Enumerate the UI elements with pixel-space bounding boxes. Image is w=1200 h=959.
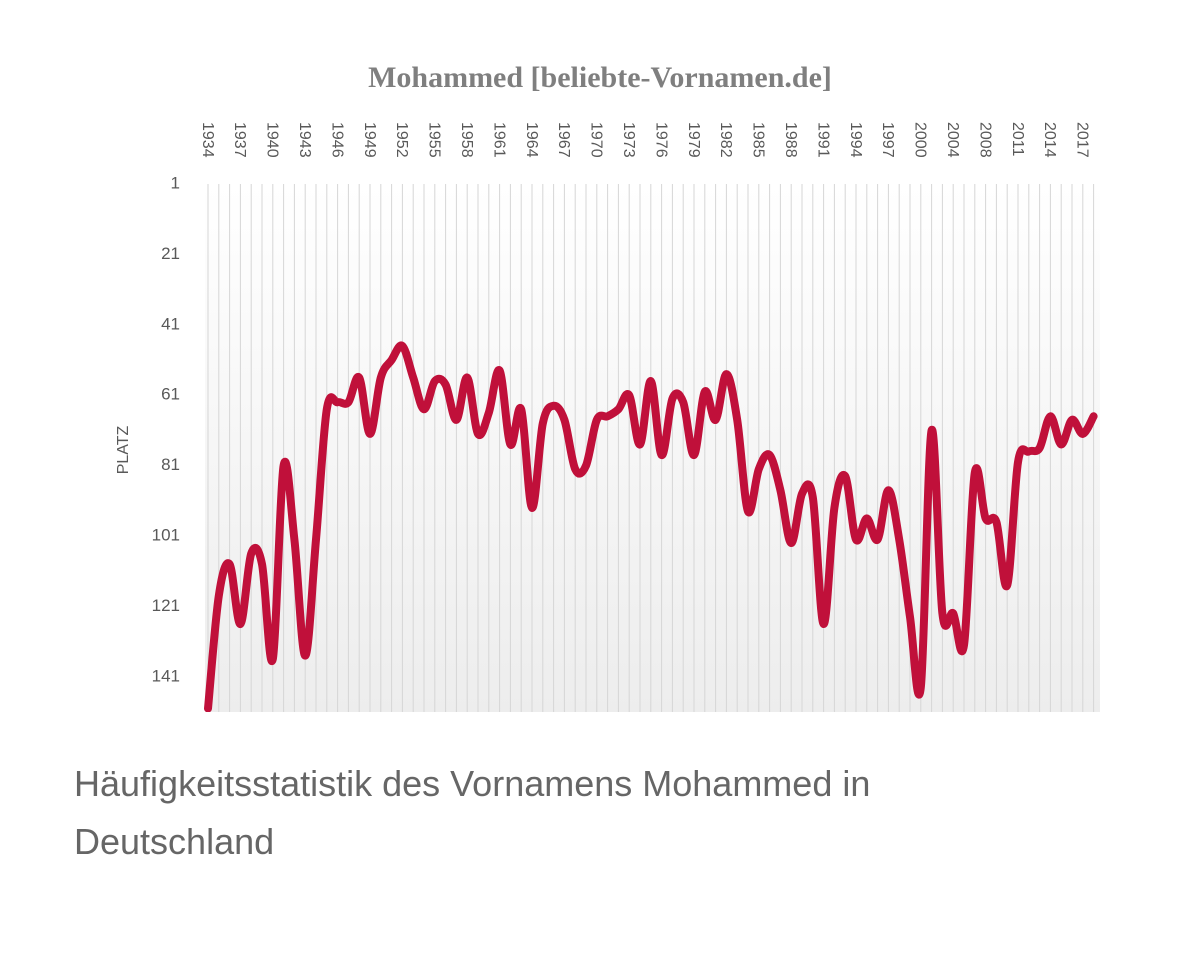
x-tick-label: 1973 bbox=[620, 122, 637, 158]
x-tick-label: 1976 bbox=[652, 122, 669, 158]
x-tick-label: 1937 bbox=[231, 122, 248, 158]
y-tick-label: 101 bbox=[152, 525, 180, 544]
x-tick-label: 1943 bbox=[296, 122, 313, 158]
y-tick-label: 61 bbox=[161, 385, 180, 404]
x-tick-label: 1991 bbox=[814, 122, 831, 158]
chart-title: Mohammed [beliebte-Vornamen.de] bbox=[368, 61, 832, 94]
x-tick-label: 1967 bbox=[555, 122, 572, 158]
x-tick-label: 2000 bbox=[912, 122, 929, 158]
x-tick-label: 1970 bbox=[588, 122, 605, 158]
line bbox=[204, 341, 1098, 712]
x-tick-label: 1946 bbox=[328, 122, 345, 158]
y-axis-label: PLATZ bbox=[115, 425, 132, 474]
x-tick-label: 2014 bbox=[1041, 122, 1058, 158]
x-tick-label: 1982 bbox=[717, 122, 734, 158]
y-tick-label: 121 bbox=[152, 596, 180, 615]
y-tick-label: 41 bbox=[161, 314, 180, 333]
y-tick-label: 21 bbox=[161, 244, 180, 263]
x-tick-label: 1940 bbox=[264, 122, 281, 158]
x-tick-label: 1979 bbox=[685, 122, 702, 158]
x-tick-label: 2004 bbox=[944, 122, 961, 158]
chart: Mohammed [beliebte-Vornamen.de] PLATZ 19… bbox=[115, 61, 1100, 712]
x-tick-label: 1949 bbox=[361, 122, 378, 158]
x-tick-label: 2017 bbox=[1074, 122, 1091, 158]
y-tick-label: 1 bbox=[171, 173, 180, 192]
x-tick-label: 1994 bbox=[847, 122, 864, 158]
x-tick-label: 1985 bbox=[750, 122, 767, 158]
y-tick-label: 141 bbox=[152, 666, 180, 685]
x-tick-label: 1958 bbox=[458, 122, 475, 158]
y-tick-label: 81 bbox=[161, 455, 180, 474]
x-tick-label: 2011 bbox=[1009, 122, 1026, 157]
x-tick-label: 1961 bbox=[490, 122, 507, 158]
x-tick-label: 1952 bbox=[393, 122, 410, 158]
x-tick-label: 1997 bbox=[879, 122, 896, 158]
x-tick-label: 1955 bbox=[426, 122, 443, 158]
caption: Häufigkeitsstatistik des Vornamens Moham… bbox=[74, 763, 871, 862]
x-tick-label: 2008 bbox=[976, 122, 993, 158]
x-tick-label: 1964 bbox=[523, 122, 540, 158]
x-tick-label: 1934 bbox=[199, 122, 216, 158]
x-tick-label: 1988 bbox=[782, 122, 799, 158]
